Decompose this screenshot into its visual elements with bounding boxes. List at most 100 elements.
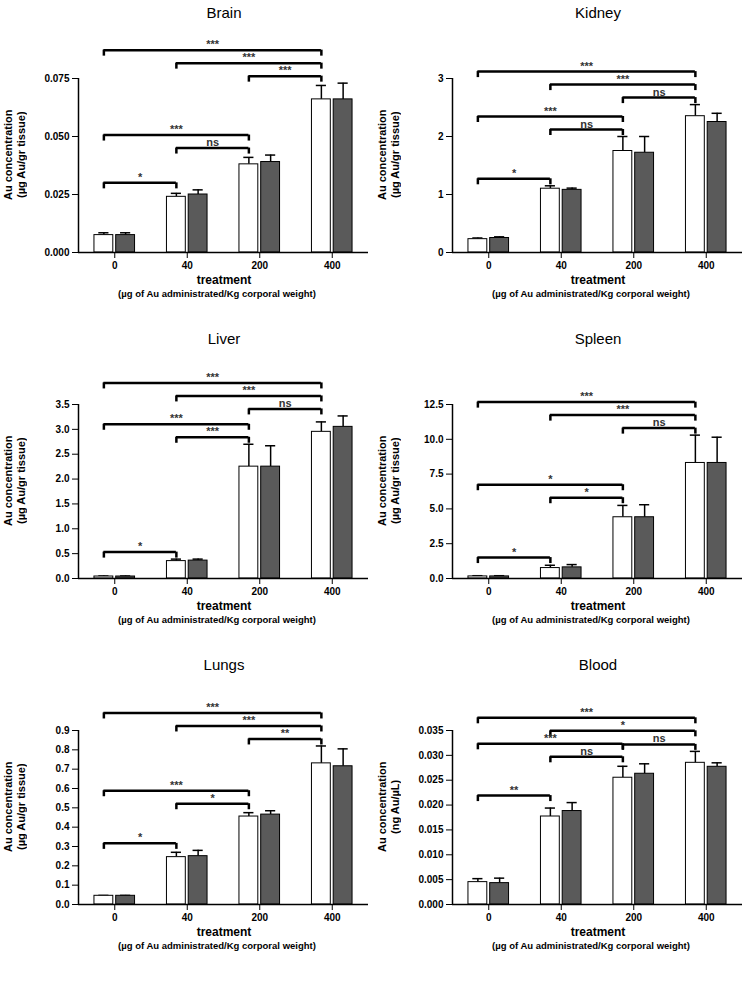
svg-text:40: 40 [556, 912, 568, 923]
svg-text:0.9: 0.9 [56, 725, 70, 736]
svg-text:40: 40 [182, 586, 194, 597]
svg-text:40: 40 [182, 260, 194, 271]
svg-text:0.000: 0.000 [44, 247, 69, 258]
svg-text:0.0: 0.0 [430, 573, 444, 584]
svg-text:200: 200 [625, 912, 642, 923]
svg-text:0.4: 0.4 [56, 821, 70, 832]
svg-text:ns: ns [279, 397, 292, 409]
svg-text:0.035: 0.035 [418, 725, 443, 736]
svg-text:***: *** [544, 105, 558, 117]
svg-text:ns: ns [580, 118, 593, 130]
svg-text:0.0: 0.0 [56, 899, 70, 910]
svg-text:***: *** [206, 425, 220, 437]
svg-text:*: * [512, 167, 517, 179]
svg-text:200: 200 [625, 260, 642, 271]
svg-text:0: 0 [112, 912, 118, 923]
svg-text:0.3: 0.3 [56, 841, 70, 852]
svg-text:40: 40 [556, 586, 568, 597]
svg-text:0.010: 0.010 [418, 849, 443, 860]
svg-text:***: *** [206, 38, 220, 50]
svg-text:0.075: 0.075 [44, 73, 69, 84]
svg-text:*: * [138, 831, 143, 843]
svg-text:40: 40 [182, 912, 194, 923]
svg-text:7.5: 7.5 [430, 468, 444, 479]
svg-text:*: * [548, 473, 553, 485]
svg-text:0.7: 0.7 [56, 763, 70, 774]
svg-text:**: ** [510, 784, 519, 796]
svg-text:*: * [138, 171, 143, 183]
svg-text:40: 40 [556, 260, 568, 271]
svg-text:***: *** [170, 412, 184, 424]
svg-text:ns: ns [653, 416, 666, 428]
svg-text:***: *** [242, 384, 256, 396]
svg-text:1: 1 [438, 189, 444, 200]
svg-text:***: *** [170, 123, 184, 135]
svg-text:0.8: 0.8 [56, 744, 70, 755]
svg-text:0.030: 0.030 [418, 750, 443, 761]
svg-text:***: *** [206, 371, 220, 383]
svg-text:0.2: 0.2 [56, 860, 70, 871]
svg-text:12.5: 12.5 [424, 399, 444, 410]
svg-text:1.0: 1.0 [56, 523, 70, 534]
svg-text:0.1: 0.1 [56, 879, 70, 890]
svg-text:0: 0 [438, 247, 444, 258]
svg-text:2.0: 2.0 [56, 473, 70, 484]
svg-text:200: 200 [251, 586, 268, 597]
svg-text:0.020: 0.020 [418, 799, 443, 810]
svg-text:***: *** [616, 73, 630, 85]
svg-text:0.000: 0.000 [418, 899, 443, 910]
svg-text:ns: ns [653, 732, 666, 744]
svg-text:0.6: 0.6 [56, 783, 70, 794]
svg-text:200: 200 [251, 260, 268, 271]
svg-text:0.025: 0.025 [44, 189, 69, 200]
svg-text:**: ** [281, 727, 290, 739]
svg-text:3.5: 3.5 [56, 399, 70, 410]
svg-text:0: 0 [486, 260, 492, 271]
svg-text:0: 0 [486, 586, 492, 597]
svg-text:*: * [621, 719, 626, 731]
svg-text:400: 400 [698, 586, 715, 597]
svg-text:0.5: 0.5 [56, 802, 70, 813]
svg-text:200: 200 [251, 912, 268, 923]
svg-text:ns: ns [653, 86, 666, 98]
svg-text:***: *** [616, 403, 630, 415]
svg-text:1.5: 1.5 [56, 498, 70, 509]
svg-text:***: *** [279, 64, 293, 76]
svg-text:ns: ns [580, 745, 593, 757]
svg-text:400: 400 [324, 586, 341, 597]
svg-text:*: * [584, 486, 589, 498]
svg-text:2.5: 2.5 [430, 538, 444, 549]
svg-text:*: * [512, 546, 517, 558]
svg-text:***: *** [206, 701, 220, 713]
svg-text:***: *** [580, 706, 594, 718]
svg-text:200: 200 [625, 586, 642, 597]
svg-text:***: *** [170, 779, 184, 791]
svg-text:400: 400 [698, 912, 715, 923]
svg-text:3: 3 [438, 73, 444, 84]
svg-text:0.025: 0.025 [418, 774, 443, 785]
svg-text:***: *** [580, 60, 594, 72]
svg-text:0.005: 0.005 [418, 874, 443, 885]
svg-text:0.5: 0.5 [56, 548, 70, 559]
svg-text:400: 400 [324, 912, 341, 923]
svg-text:ns: ns [206, 136, 219, 148]
svg-text:*: * [138, 540, 143, 552]
svg-text:0.0: 0.0 [56, 573, 70, 584]
svg-text:2.5: 2.5 [56, 448, 70, 459]
svg-text:2: 2 [438, 131, 444, 142]
svg-text:*: * [210, 792, 215, 804]
svg-text:0: 0 [486, 912, 492, 923]
svg-text:3.0: 3.0 [56, 424, 70, 435]
svg-text:0.015: 0.015 [418, 824, 443, 835]
svg-text:***: *** [242, 714, 256, 726]
svg-text:400: 400 [324, 260, 341, 271]
svg-text:5.0: 5.0 [430, 503, 444, 514]
svg-text:***: *** [580, 390, 594, 402]
svg-text:***: *** [544, 732, 558, 744]
svg-text:0.050: 0.050 [44, 131, 69, 142]
svg-text:0: 0 [112, 260, 118, 271]
svg-text:***: *** [242, 51, 256, 63]
svg-text:10.0: 10.0 [424, 434, 444, 445]
svg-text:400: 400 [698, 260, 715, 271]
svg-text:0: 0 [112, 586, 118, 597]
